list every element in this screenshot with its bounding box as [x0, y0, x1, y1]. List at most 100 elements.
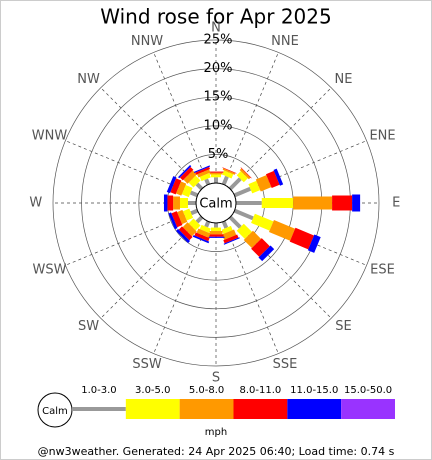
bar-segment — [236, 223, 252, 239]
direction-bar — [166, 176, 199, 198]
bar-segment — [255, 175, 272, 192]
direction-label: W — [29, 196, 42, 211]
ring-label: 5% — [208, 147, 229, 162]
bar-segment — [251, 213, 274, 231]
direction-label: WNW — [32, 129, 68, 144]
direction-label: ENE — [369, 129, 395, 144]
footer: @nw3weather. Generated: 24 Apr 2025 06:4… — [38, 445, 395, 458]
direction-bar — [178, 165, 204, 191]
direction-bar — [207, 223, 225, 238]
bar-segment — [222, 229, 237, 240]
bar-segment — [236, 171, 248, 183]
bar-segment — [258, 245, 275, 262]
direction-label: NW — [77, 72, 100, 87]
bar-segment — [196, 228, 211, 238]
bar-segment — [199, 173, 211, 182]
bar-segment — [179, 198, 188, 208]
legend-swatch — [179, 399, 234, 419]
bar-segment — [222, 170, 234, 179]
direction-bar — [233, 208, 321, 253]
bar-segment — [233, 208, 254, 221]
grid-ring — [52, 39, 380, 367]
bar-segment — [204, 220, 211, 228]
direction-bar — [228, 215, 275, 262]
bar-segment — [189, 190, 199, 198]
legend-swatch — [233, 399, 288, 419]
legend-swatch — [72, 407, 126, 411]
bar-segment — [223, 237, 240, 245]
legend-calm-label: Calm — [42, 406, 68, 417]
bar-segment — [240, 167, 252, 179]
bar-segment — [289, 227, 314, 250]
direction-bar — [228, 167, 252, 191]
bar-segment — [183, 170, 197, 184]
direction-bar — [163, 194, 196, 212]
bar-segment — [211, 227, 221, 232]
bar-segment — [167, 195, 174, 211]
bar-segment — [251, 238, 270, 257]
direction-label: ESE — [370, 262, 395, 277]
bar-segment — [221, 220, 229, 229]
bar-segment — [228, 177, 242, 191]
direction-label: SSE — [273, 357, 298, 372]
bar-segment — [193, 165, 211, 173]
bar-segment — [222, 168, 236, 175]
bar-segment — [207, 236, 225, 238]
bar-segment — [214, 177, 218, 183]
bar-segment — [307, 234, 321, 253]
legend-label: 11.0-15.0 — [290, 385, 338, 396]
bar-segment — [209, 231, 223, 235]
direction-bar — [221, 220, 240, 245]
bar-segment — [176, 181, 187, 196]
bar-segment — [166, 176, 177, 194]
bar-segment — [228, 215, 242, 229]
bar-segment — [222, 167, 237, 174]
ring-label: 25% — [204, 33, 233, 48]
direction-label: SE — [335, 319, 351, 334]
bar-segment — [195, 215, 204, 224]
direction-bar — [168, 208, 199, 230]
bar-segment — [239, 168, 251, 180]
bar-segment — [214, 223, 218, 228]
direction-label: E — [392, 196, 400, 211]
bar-segment — [179, 166, 194, 181]
bar-segment — [181, 185, 193, 198]
legend-label: 15.0-50.0 — [344, 385, 392, 396]
bar-segment — [233, 186, 252, 198]
direction-label: NNW — [131, 34, 163, 49]
bar-segment — [243, 230, 262, 249]
bar-segment — [168, 212, 178, 230]
ring-label: 20% — [204, 61, 233, 76]
bar-segment — [211, 174, 221, 178]
bar-segment — [182, 208, 194, 221]
bar-segment — [170, 178, 182, 195]
direction-bar — [208, 171, 224, 183]
bar-segment — [208, 234, 224, 237]
direction-bar — [236, 194, 361, 212]
bar-segment — [221, 175, 229, 186]
legend-title: mph — [205, 427, 227, 438]
bar-segment — [176, 228, 191, 243]
legend-swatch — [125, 399, 180, 419]
direction-bar — [193, 165, 211, 186]
direction-bar — [233, 168, 284, 198]
direction-bar — [221, 167, 237, 186]
bar-segment — [332, 195, 353, 211]
direction-label: S — [212, 371, 220, 386]
bar-segment — [194, 232, 210, 242]
bar-segment — [236, 201, 262, 205]
legend-swatch — [341, 399, 395, 419]
bar-segment — [195, 166, 211, 175]
direction-label: NE — [334, 72, 352, 87]
bar-segment — [209, 172, 223, 175]
ring-label: 15% — [204, 90, 233, 105]
bar-segment — [204, 178, 211, 186]
bar-segment — [199, 224, 211, 233]
direction-label: NNE — [271, 34, 299, 49]
bar-segment — [163, 194, 168, 212]
direction-bar — [192, 220, 211, 244]
bar-segment — [190, 208, 199, 216]
bar-segment — [265, 170, 280, 189]
bar-segment — [188, 175, 201, 188]
bar-segment — [188, 218, 201, 231]
